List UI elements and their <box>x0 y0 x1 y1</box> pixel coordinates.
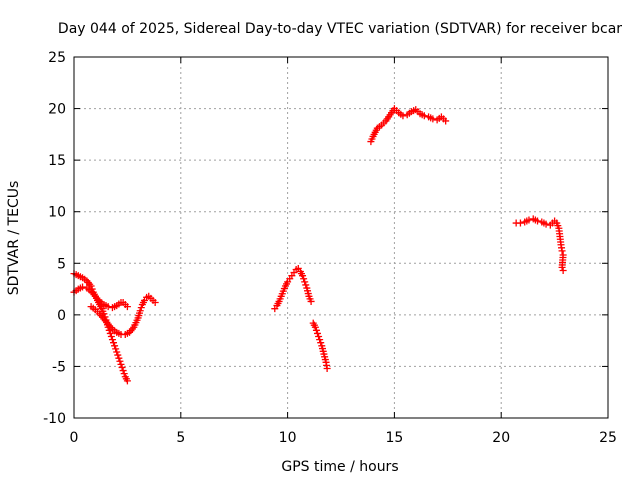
y-tick-label: -5 <box>52 359 66 375</box>
data-point <box>312 326 320 334</box>
data-point <box>123 377 131 385</box>
data-point <box>108 336 116 344</box>
data-point <box>317 339 325 347</box>
data-point <box>106 329 114 337</box>
series-arc-e <box>309 319 331 372</box>
series-arc-c <box>87 292 159 338</box>
data-point <box>107 333 115 341</box>
y-tick-label: 25 <box>48 50 66 66</box>
data-point <box>558 263 566 271</box>
data-point <box>516 219 524 227</box>
x-tick-label: 25 <box>599 430 617 446</box>
series-arc-d <box>271 264 315 313</box>
y-tick-label: -10 <box>43 411 66 427</box>
data-points <box>70 105 567 385</box>
x-tick-label: 0 <box>70 430 79 446</box>
series-arc-b <box>70 283 131 312</box>
data-point <box>117 360 125 368</box>
data-point <box>114 351 122 359</box>
data-point <box>399 112 407 120</box>
data-point <box>311 323 319 331</box>
data-point <box>299 272 307 280</box>
y-tick-labels: -10 -5 0 5 10 15 20 25 <box>43 50 66 427</box>
data-point <box>525 216 533 224</box>
data-point <box>116 357 124 365</box>
series-arc-g <box>512 215 567 275</box>
data-point <box>110 339 118 347</box>
data-point <box>120 370 128 378</box>
x-axis-label: GPS time / hours <box>281 459 398 475</box>
x-tick-label: 10 <box>279 430 297 446</box>
x-tick-label: 5 <box>176 430 185 446</box>
data-point <box>420 112 428 120</box>
data-point <box>316 336 324 344</box>
y-tick-label: 10 <box>48 205 66 221</box>
data-point <box>137 304 145 312</box>
data-point <box>104 303 112 311</box>
chart-title: Day 044 of 2025, Sidereal Day-to-day VTE… <box>58 21 622 37</box>
data-point <box>542 220 550 228</box>
data-point <box>123 303 131 311</box>
data-point <box>315 333 323 341</box>
data-point <box>111 342 119 350</box>
data-point <box>112 345 120 353</box>
axis-ticks <box>73 56 609 419</box>
data-point <box>429 115 437 123</box>
data-point <box>136 307 144 315</box>
data-point <box>302 281 310 289</box>
data-point <box>118 363 126 371</box>
y-tick-label: 15 <box>48 153 66 169</box>
data-point <box>113 348 121 356</box>
x-tick-label: 15 <box>385 430 403 446</box>
data-point <box>559 267 567 275</box>
x-tick-labels: 0 5 10 15 20 25 <box>70 430 617 446</box>
data-point <box>307 297 315 305</box>
data-point <box>119 367 127 375</box>
gridlines <box>74 57 608 418</box>
data-point <box>558 247 566 255</box>
data-point <box>301 278 309 286</box>
data-point <box>79 283 87 291</box>
data-point <box>300 275 308 283</box>
y-tick-label: 5 <box>57 256 66 272</box>
data-point <box>115 354 123 362</box>
series-arc-f <box>367 105 450 146</box>
plot-frame <box>73 56 609 419</box>
y-axis-label: SDTVAR / TECUs <box>6 181 22 296</box>
data-point <box>151 298 159 306</box>
data-point <box>323 364 331 372</box>
data-point <box>314 329 322 337</box>
y-tick-label: 20 <box>48 102 66 118</box>
x-tick-label: 20 <box>492 430 510 446</box>
data-point <box>534 217 542 225</box>
y-tick-label: 0 <box>57 308 66 324</box>
data-point <box>442 117 450 125</box>
